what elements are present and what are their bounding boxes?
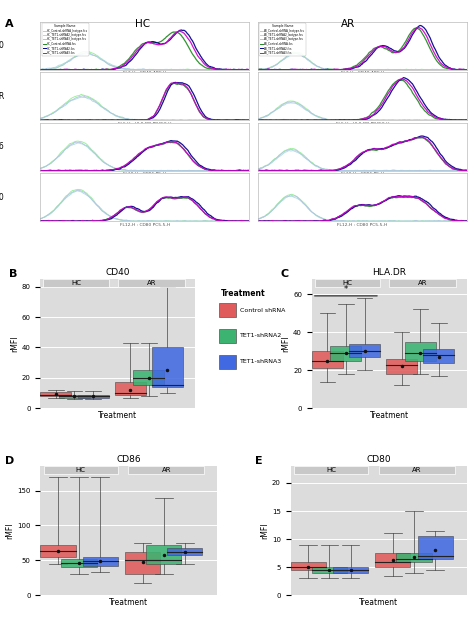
Bar (333, 567, 368, 573)
Text: Control shRNA: Control shRNA (240, 308, 285, 312)
Bar (312, 567, 347, 573)
X-axis label: Treatment: Treatment (109, 598, 148, 607)
Bar (375, 553, 410, 567)
Y-axis label: CD86: CD86 (0, 142, 4, 151)
Bar (44, 466, 118, 474)
Bar (78, 394, 109, 397)
Text: HC: HC (76, 467, 86, 473)
Y-axis label: rMFI: rMFI (5, 523, 14, 539)
Text: D: D (5, 456, 14, 466)
Bar (291, 562, 326, 570)
Bar (167, 547, 202, 556)
Text: TET1-shRNA3: TET1-shRNA3 (240, 359, 282, 364)
Y-axis label: rMFI: rMFI (260, 523, 269, 539)
Bar (62, 559, 97, 567)
Bar (389, 279, 456, 287)
Y-axis label: HLA-DR: HLA-DR (0, 92, 4, 100)
Text: AR: AR (418, 280, 428, 286)
Bar (219, 329, 236, 343)
X-axis label: FL6-H : HLA-DR PB450-H: FL6-H : HLA-DR PB450-H (336, 122, 389, 126)
X-axis label: FL12-H : CD80 PC5.5-H: FL12-H : CD80 PC5.5-H (337, 223, 387, 226)
Text: HC: HC (71, 280, 81, 286)
X-axis label: FL12-H : CD80 PC5.5-H: FL12-H : CD80 PC5.5-H (120, 223, 170, 226)
Text: B: B (9, 269, 18, 279)
Bar (40, 545, 75, 557)
Y-axis label: CD80: CD80 (0, 193, 4, 202)
X-axis label: FL10-H : CD86 PE-H: FL10-H : CD86 PE-H (123, 172, 166, 176)
X-axis label: Treatment: Treatment (370, 411, 409, 420)
Text: *: * (344, 285, 348, 294)
Y-axis label: CD40: CD40 (0, 42, 4, 50)
Y-axis label: rMFI: rMFI (281, 335, 290, 352)
Bar (133, 370, 164, 386)
Bar (294, 466, 368, 474)
X-axis label: FL3-H : CD40 APC-H: FL3-H : CD40 APC-H (341, 71, 384, 75)
Text: AR: AR (162, 467, 171, 473)
Text: C: C (281, 269, 289, 279)
Legend: AR_Control-shRNA_Isotype.fcs, AR_TET1-shRNA2_Isotype.fcs, AR_TET1-shRNA3_Isotype: AR_Control-shRNA_Isotype.fcs, AR_TET1-sh… (259, 23, 306, 56)
Bar (423, 349, 455, 363)
Text: AR: AR (412, 467, 421, 473)
Bar (118, 279, 184, 287)
Text: HC: HC (326, 467, 336, 473)
Title: CD40: CD40 (106, 268, 130, 277)
Bar (44, 279, 109, 287)
Text: HC: HC (135, 19, 150, 29)
Text: TET1-shRNA2: TET1-shRNA2 (240, 334, 282, 339)
Bar (219, 303, 236, 317)
Title: CD86: CD86 (116, 455, 141, 464)
Bar (219, 355, 236, 369)
Bar (128, 466, 204, 474)
Text: HC: HC (342, 280, 353, 286)
Text: E: E (255, 456, 263, 466)
X-axis label: FL10-H : CD86 PE-H: FL10-H : CD86 PE-H (341, 172, 384, 176)
Bar (312, 352, 343, 368)
Bar (152, 347, 183, 387)
Text: AR: AR (146, 280, 156, 286)
Bar (59, 394, 90, 397)
Bar (330, 345, 361, 361)
X-axis label: Treatment: Treatment (98, 411, 137, 420)
Bar (315, 279, 380, 287)
Bar (396, 553, 432, 562)
Bar (349, 343, 380, 357)
Bar (418, 536, 453, 559)
Bar (115, 383, 146, 394)
Legend: HC_Control-shRNA_Isotype.fcs, HC_TET1-shRNA2_Isotype.fcs, HC_TET1-shRNA3_Isotype: HC_Control-shRNA_Isotype.fcs, HC_TET1-sh… (42, 23, 89, 56)
X-axis label: FL6-H : HLA-DR PB450-H: FL6-H : HLA-DR PB450-H (118, 122, 172, 126)
Bar (125, 552, 160, 574)
X-axis label: FL3-H : CD40 APC-H: FL3-H : CD40 APC-H (123, 71, 166, 75)
Text: Treatment: Treatment (221, 290, 265, 298)
Y-axis label: rMFI: rMFI (10, 335, 19, 352)
Title: HLA.DR: HLA.DR (372, 268, 406, 277)
Bar (146, 545, 182, 564)
X-axis label: Treatment: Treatment (359, 598, 398, 607)
Text: A: A (5, 19, 13, 29)
Title: CD80: CD80 (366, 455, 391, 464)
Text: AR: AR (341, 19, 356, 29)
Bar (405, 342, 436, 361)
Bar (40, 392, 71, 396)
Bar (386, 359, 417, 374)
Bar (379, 466, 455, 474)
Bar (82, 557, 118, 566)
